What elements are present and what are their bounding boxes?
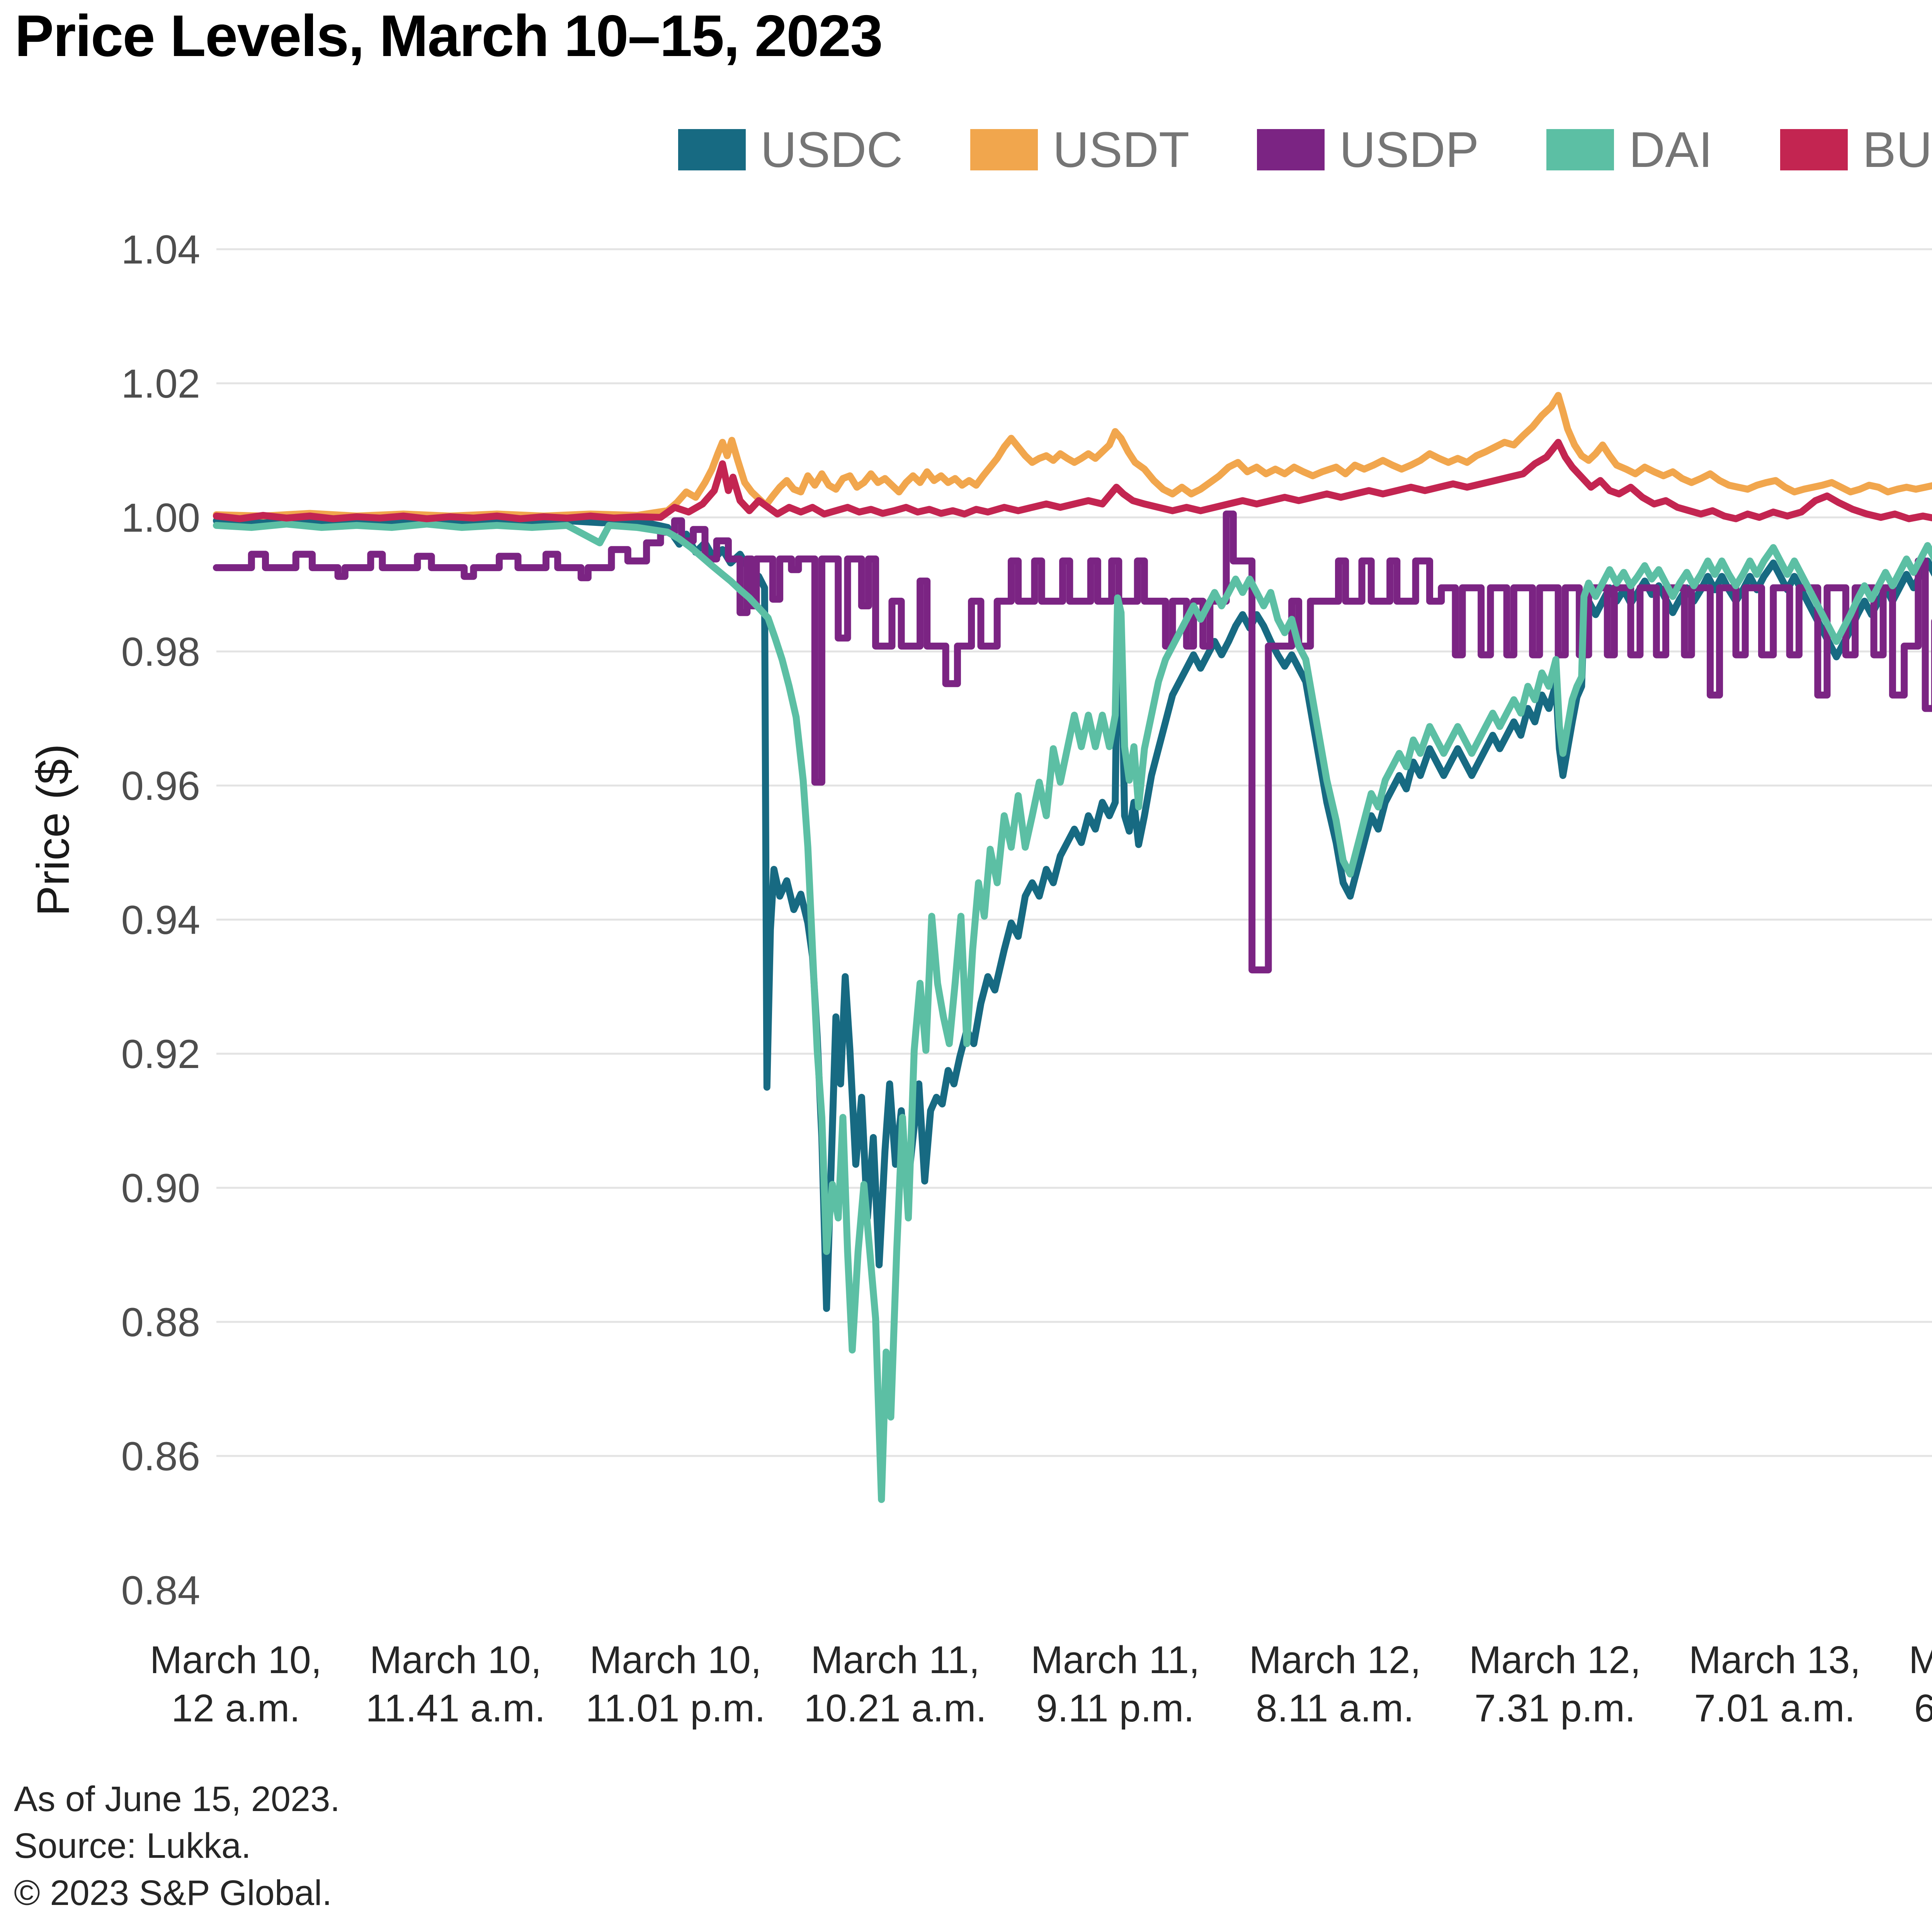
- legend-swatch-usdp: [1257, 129, 1325, 170]
- x-tick-label: March 11, 10.21 a.m.: [804, 1638, 987, 1730]
- x-tick-label: March 13, 7.01 a.m.: [1689, 1638, 1861, 1730]
- copyright-note: © 2023 S&P Global.: [14, 1873, 332, 1913]
- x-tick-label: March 10, 11.41 a.m.: [366, 1638, 545, 1730]
- series-line-usdt: [213, 392, 1932, 520]
- y-tick-label: 0.84: [121, 1568, 200, 1613]
- x-tick-label: March 10, 11.01 p.m.: [586, 1638, 765, 1730]
- y-tick-label: 0.96: [121, 764, 200, 809]
- chart-title: Price Levels, March 10–15, 2023: [15, 3, 883, 69]
- as-of-note: As of June 15, 2023.: [14, 1779, 340, 1819]
- series-line-busd: [213, 439, 1932, 522]
- legend-swatch-usdc: [678, 129, 746, 170]
- legend-label-usdp: USDP: [1339, 121, 1479, 178]
- x-tick-label: March 12, 7.31 p.m.: [1469, 1638, 1641, 1730]
- x-tick-label: March 10, 12 a.m.: [150, 1638, 322, 1730]
- y-tick-label: 1.00: [121, 495, 200, 541]
- source-note: Source: Lukka.: [14, 1826, 251, 1866]
- legend-label-dai: DAI: [1629, 121, 1713, 178]
- y-tick-label: 0.90: [121, 1166, 200, 1211]
- legend-swatch-dai: [1546, 129, 1614, 170]
- legend-label-usdt: USDT: [1053, 121, 1190, 178]
- legend-item-usdp: USDP: [1257, 124, 1479, 175]
- legend-label-usdc: USDC: [760, 121, 903, 178]
- y-tick-label: 0.98: [121, 629, 200, 675]
- legend-item-busd: BUSD: [1780, 124, 1932, 175]
- legend-item-dai: DAI: [1546, 124, 1713, 175]
- legend-item-usdt: USDT: [970, 124, 1189, 175]
- y-tick-label: 0.88: [121, 1300, 200, 1345]
- x-tick-label: March 13,6.31 p.m.: [1909, 1638, 1932, 1730]
- y-tick-label: 0.86: [121, 1434, 200, 1479]
- y-tick-label: 1.04: [121, 227, 200, 272]
- series-line-usdc: [213, 516, 1932, 1312]
- series-line-usdp: [213, 510, 1932, 974]
- legend-swatch-usdt: [970, 129, 1038, 170]
- series-line-dai: [213, 520, 1932, 1503]
- x-tick-label: March 12, 8.11 a.m.: [1249, 1638, 1421, 1730]
- y-tick-label: 0.94: [121, 898, 200, 943]
- y-tick-label: 1.02: [121, 361, 200, 406]
- y-tick-label: 0.92: [121, 1032, 200, 1077]
- legend-item-usdc: USDC: [678, 124, 903, 175]
- legend-swatch-busd: [1780, 129, 1848, 170]
- chart-legend: USDC USDT USDP DAI BUSD: [678, 124, 1932, 175]
- legend-label-busd: BUSD: [1862, 121, 1932, 178]
- x-tick-label: March 11, 9.11 p.m.: [1031, 1638, 1200, 1730]
- chart-footnotes: As of June 15, 2023. Source: Lukka. © 20…: [14, 1776, 340, 1917]
